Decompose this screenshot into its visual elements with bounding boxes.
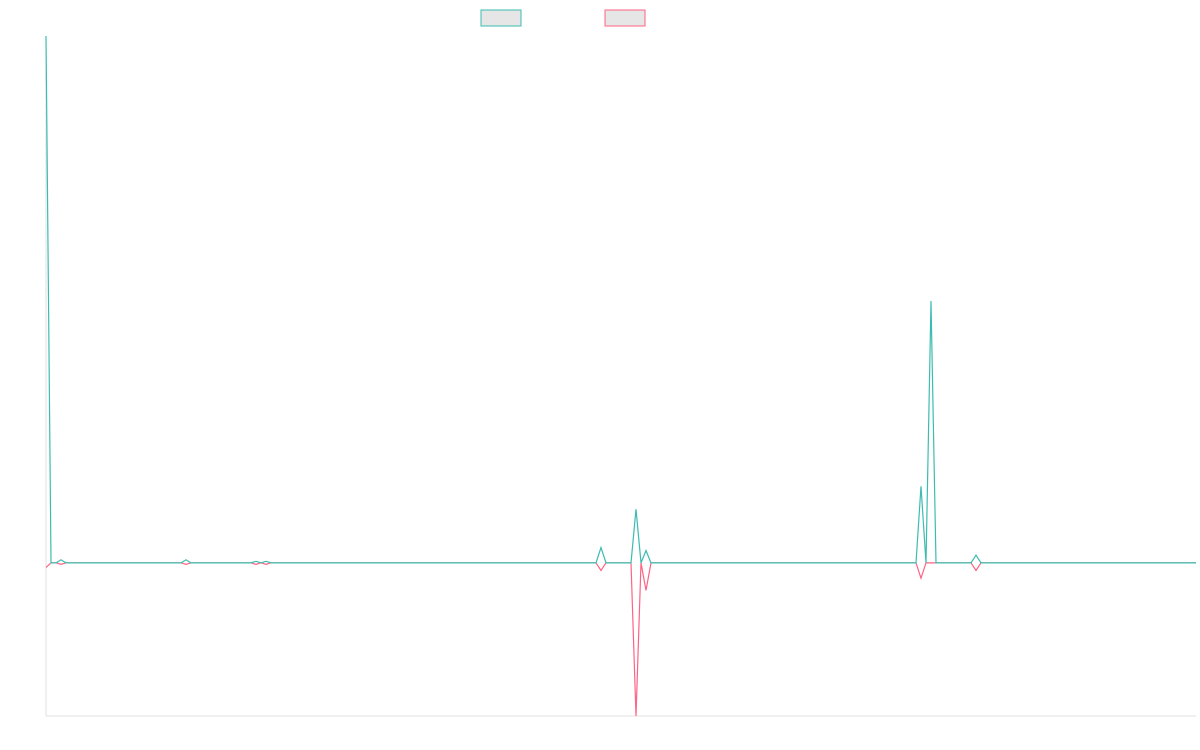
legend-swatch[interactable] xyxy=(480,9,522,27)
legend-swatch[interactable] xyxy=(604,9,646,27)
series-line xyxy=(45,562,1196,717)
series-line xyxy=(45,35,1196,564)
